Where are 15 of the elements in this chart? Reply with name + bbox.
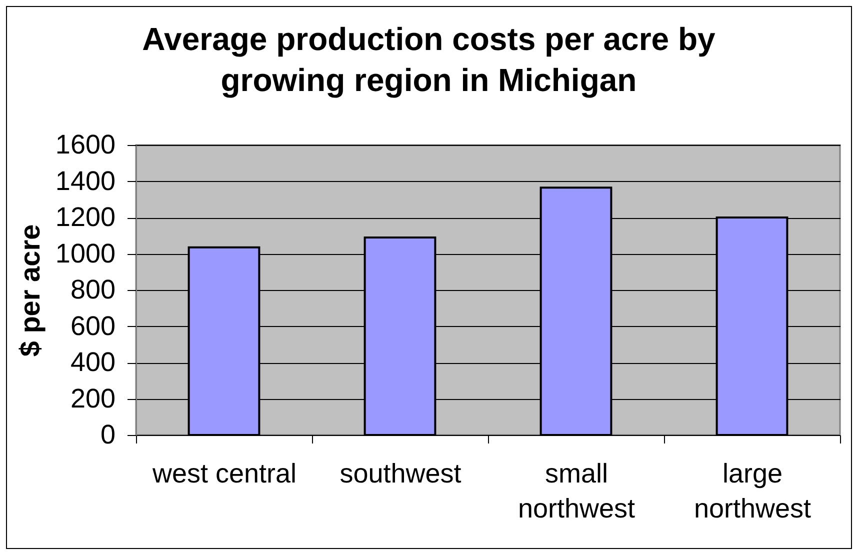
y-tick-label: 1400 (55, 166, 116, 196)
chart-title: Average production costs per acre by growing region in Michigan (142, 21, 716, 98)
x-tick-label: southwest (340, 458, 462, 488)
y-tick-label: 0 (100, 420, 116, 450)
y-tick-label: 600 (70, 310, 116, 341)
y-tick-label: 1600 (55, 130, 116, 160)
x-tick-label: large northwest (694, 458, 812, 524)
y-tick-label: 400 (70, 347, 116, 377)
y-tick-label: 200 (70, 383, 116, 414)
x-tick-label: small northwest (518, 458, 636, 524)
y-tick-label: 800 (70, 274, 116, 304)
x-tick-label: west central (151, 458, 297, 488)
y-tick-label: 1000 (55, 238, 116, 268)
y-tick-label: 1200 (55, 202, 116, 232)
y-axis-title: $ per acre (14, 224, 46, 357)
